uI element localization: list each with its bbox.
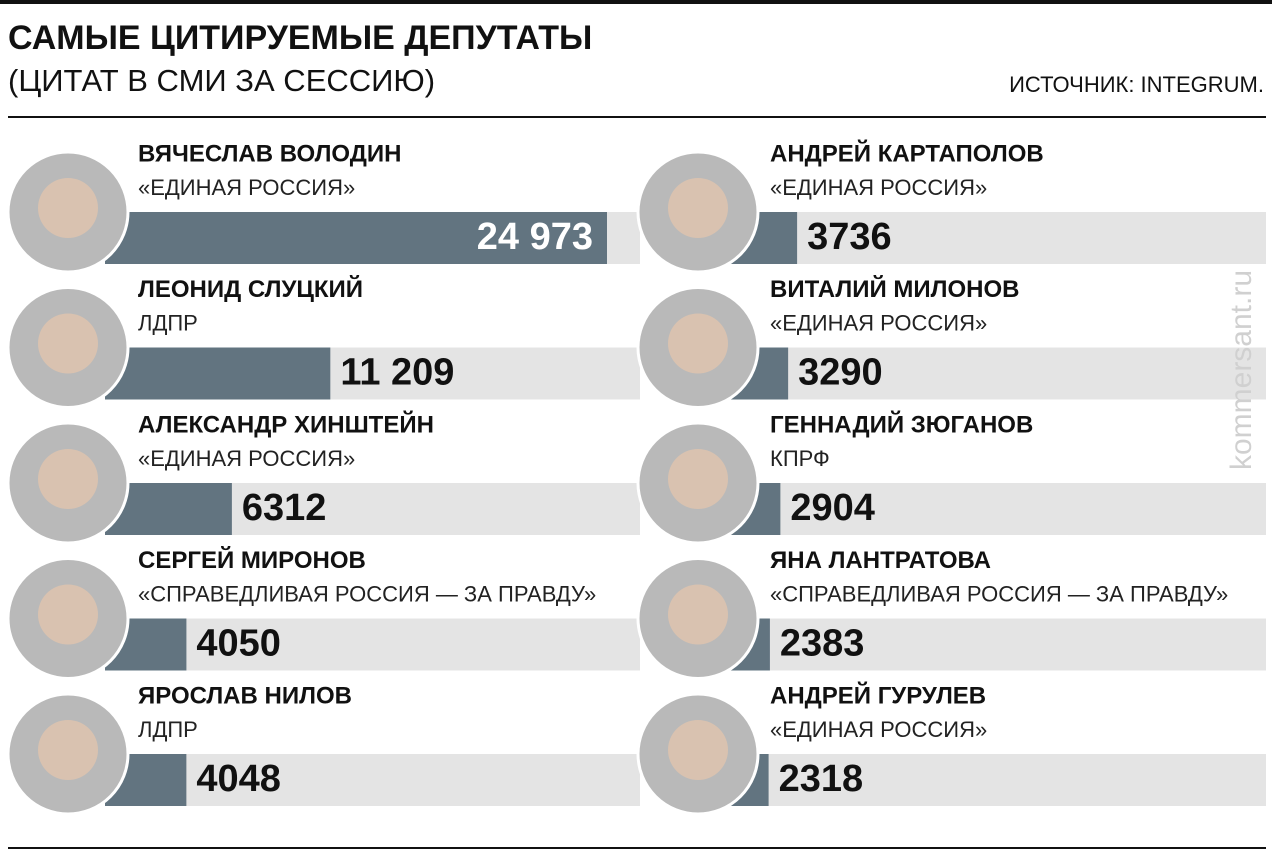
value-label: 2904 — [790, 487, 875, 529]
photo-face — [38, 449, 98, 509]
value-label: 6312 — [242, 487, 327, 529]
bar — [105, 347, 331, 400]
deputy-name: ГЕННАДИЙ ЗЮГАНОВ — [770, 410, 1033, 438]
party: КПРФ — [770, 446, 830, 471]
value-label: 2318 — [779, 758, 864, 800]
photo-face — [38, 720, 98, 780]
party: «ЕДИНАЯ РОССИЯ» — [770, 310, 987, 335]
top-rule — [0, 0, 1272, 4]
deputy-name: ВИТАЛИЙ МИЛОНОВ — [770, 275, 1019, 303]
deputy-name: ЛЕОНИД СЛУЦКИЙ — [138, 275, 363, 303]
party: ЛДПР — [138, 717, 198, 742]
bar-lane — [722, 618, 1266, 671]
party: «ЕДИНАЯ РОССИЯ» — [138, 175, 355, 200]
header-rule — [8, 116, 1266, 118]
bar — [105, 212, 607, 264]
bar-lane — [722, 212, 1266, 264]
deputy-name: СЕРГЕЙ МИРОНОВ — [138, 546, 366, 574]
value-label: 11 209 — [340, 352, 454, 394]
value-label: 3290 — [798, 352, 883, 394]
deputy-name: АНДРЕЙ ГУРУЛЕВ — [770, 681, 986, 709]
value-label: 24 973 — [477, 216, 593, 258]
chart-subtitle: (ЦИТАТ В СМИ ЗА СЕССИЮ) — [8, 63, 435, 98]
deputy-name: АЛЕКСАНДР ХИНШТЕЙН — [138, 410, 434, 438]
party: «ЕДИНАЯ РОССИЯ» — [770, 717, 987, 742]
source: ИСТОЧНИК: INTEGRUM. — [1009, 72, 1264, 97]
deputy-name: ЯРОСЛАВ НИЛОВ — [138, 682, 352, 709]
value-label: 4050 — [196, 623, 281, 665]
photo-face — [38, 313, 98, 374]
photo-face — [668, 720, 728, 780]
bar-lane — [105, 618, 640, 671]
bar-lane — [722, 483, 1266, 535]
photo-face — [668, 178, 728, 238]
bar-lane — [722, 754, 1266, 806]
footer-rule — [8, 847, 1266, 849]
party: «СПРАВЕДЛИВАЯ РОССИЯ — ЗА ПРАВДУ» — [138, 581, 596, 606]
value-label: 3736 — [807, 216, 892, 258]
watermark: kommersant.ru — [1225, 270, 1258, 470]
chart-title: САМЫЕ ЦИТИРУЕМЫЕ ДЕПУТАТЫ — [8, 19, 592, 57]
photo-face — [668, 449, 728, 509]
photo-face — [38, 178, 98, 238]
deputy-name: ЯНА ЛАНТРАТОВА — [770, 547, 991, 574]
value-label: 2383 — [780, 623, 865, 665]
bar-lane — [105, 754, 640, 806]
party: ЛДПР — [138, 310, 198, 335]
photo-face — [668, 584, 728, 645]
value-label: 4048 — [196, 758, 281, 800]
deputy-name: ВЯЧЕСЛАВ ВОЛОДИН — [138, 140, 401, 167]
photo-face — [668, 313, 728, 374]
party: «ЕДИНАЯ РОССИЯ» — [770, 175, 987, 200]
bar-lane — [722, 347, 1266, 400]
party: «СПРАВЕДЛИВАЯ РОССИЯ — ЗА ПРАВДУ» — [770, 581, 1228, 606]
party: «ЕДИНАЯ РОССИЯ» — [138, 446, 355, 471]
photo-face — [38, 584, 98, 645]
deputy-name: АНДРЕЙ КАРТАПОЛОВ — [770, 139, 1044, 167]
